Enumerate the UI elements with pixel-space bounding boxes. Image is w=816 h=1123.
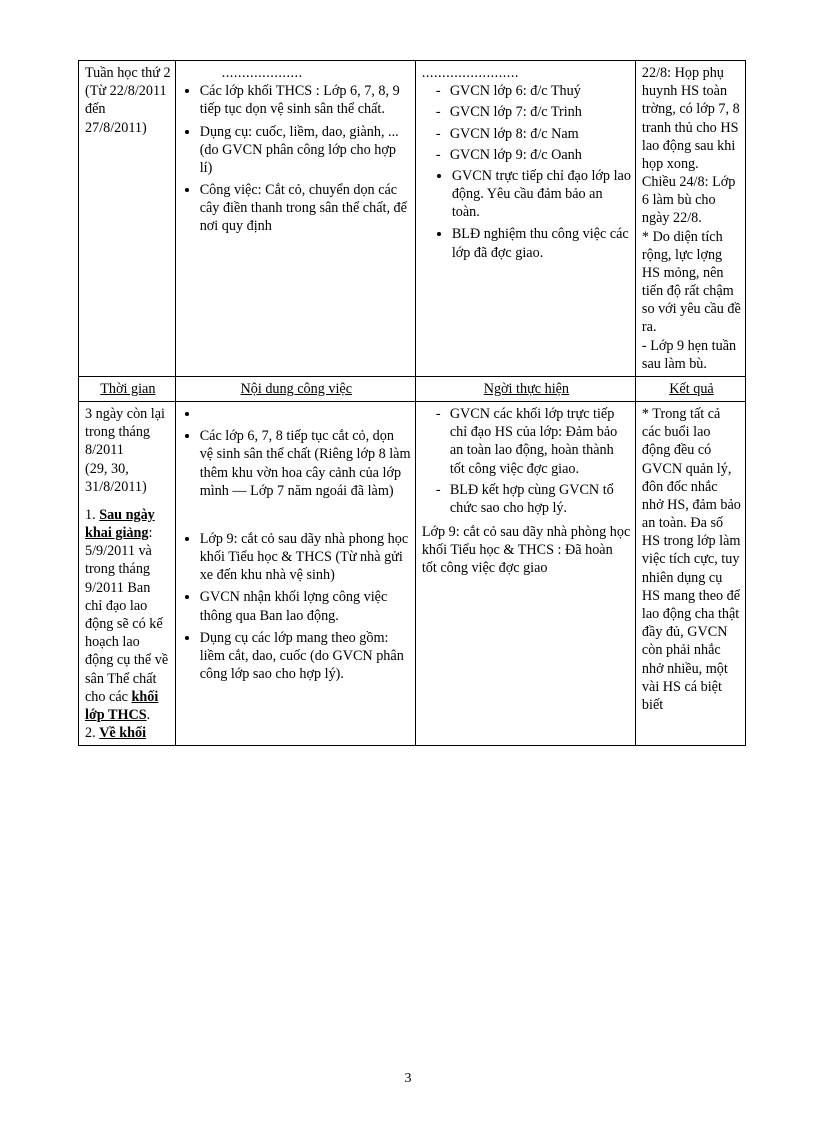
paragraph: Lớp 9: cắt cỏ sau dãy nhà phòng học khối… xyxy=(422,523,631,578)
cell-result: * Trong tất cả các buổi lao động đều có … xyxy=(635,402,745,746)
table-row: 3 ngày còn lại trong tháng 8/2011 (29, 3… xyxy=(79,402,746,746)
cell-time: Tuần học thứ 2 (Từ 22/8/2011 đến 27/8/20… xyxy=(79,61,176,377)
list-item: Các lớp khối THCS : Lớp 6, 7, 8, 9 tiếp … xyxy=(200,82,411,118)
cell-content: Các lớp 6, 7, 8 tiếp tục cắt cỏ, dọn vệ … xyxy=(175,402,415,746)
time-text: 2. Về khối xyxy=(85,724,171,742)
cell-time: 3 ngày còn lại trong tháng 8/2011 (29, 3… xyxy=(79,402,176,746)
list-item: Các lớp 6, 7, 8 tiếp tục cắt cỏ, dọn vệ … xyxy=(200,427,411,500)
dash-list: GVCN lớp 6: đ/c Thuý GVCN lớp 7: đ/c Tri… xyxy=(422,82,631,164)
result-text: * Trong tất cả các buổi lao động đều có … xyxy=(642,406,741,713)
header-result: Kết quả xyxy=(635,376,745,401)
list-item: GVCN trực tiếp chỉ đạo lớp lao động. Yêu… xyxy=(452,167,631,222)
time-text: Tuần học thứ 2 (Từ 22/8/2011 đến 27/8/20… xyxy=(85,65,171,136)
page-number: 3 xyxy=(0,1071,816,1087)
list-item: GVCN lớp 9: đ/c Oanh xyxy=(450,146,631,164)
list-item: GVCN lớp 6: đ/c Thuý xyxy=(450,82,631,100)
cell-who: ........................ GVCN lớp 6: đ/c… xyxy=(415,61,635,377)
list-item: Dụng cụ: cuốc, liềm, dao, giành, ...(do … xyxy=(200,123,411,178)
list-item xyxy=(200,405,411,423)
header-content: Nội dung công việc xyxy=(175,376,415,401)
list-item: GVCN lớp 7: đ/c Trinh xyxy=(450,103,631,121)
list-item: GVCN nhận khối lợng công việc thông qua … xyxy=(200,588,411,624)
header-time: Thời gian xyxy=(79,376,176,401)
cell-result: 22/8: Họp phụ huynh HS toàn trờng, có lớ… xyxy=(635,61,745,377)
list-item: Dụng cụ các lớp mang theo gồm: liềm cắt,… xyxy=(200,629,411,684)
time-text: 5/9/2011 và trong tháng 9/2011 Ban chỉ đ… xyxy=(85,542,171,724)
dash-list: GVCN các khối lớp trực tiếp chỉ đạo HS c… xyxy=(422,405,631,517)
time-text: 1. Sau ngày khai giảng: xyxy=(85,506,171,542)
result-text: 22/8: Họp phụ huynh HS toàn trờng, có lớ… xyxy=(642,65,741,372)
cell-who: GVCN các khối lớp trực tiếp chỉ đạo HS c… xyxy=(415,402,635,746)
list-item: Lớp 9: cắt cỏ sau dãy nhà phong học khối… xyxy=(200,530,411,585)
content-list: Các lớp khối THCS : Lớp 6, 7, 8, 9 tiếp … xyxy=(182,82,411,235)
dotted-line: ........................ xyxy=(422,64,631,82)
table-row: Tuần học thứ 2 (Từ 22/8/2011 đến 27/8/20… xyxy=(79,61,746,377)
list-item: BLĐ kết hợp cùng GVCN tổ chức sao cho hợ… xyxy=(450,481,631,517)
content-list: GVCN trực tiếp chỉ đạo lớp lao động. Yêu… xyxy=(422,167,631,262)
header-row: Thời gian Nội dung công việc Ngời thực h… xyxy=(79,376,746,401)
list-item: BLĐ nghiệm thu công việc các lớp đã đợc … xyxy=(452,225,631,261)
header-who: Ngời thực hiện xyxy=(415,376,635,401)
schedule-table: Tuần học thứ 2 (Từ 22/8/2011 đến 27/8/20… xyxy=(78,60,746,746)
dotted-line: .................... xyxy=(182,64,411,82)
list-item: GVCN các khối lớp trực tiếp chỉ đạo HS c… xyxy=(450,405,631,478)
list-item: GVCN lớp 8: đ/c Nam xyxy=(450,125,631,143)
list-item: Công việc: Cắt cỏ, chuyển dọn các cây đi… xyxy=(200,181,411,236)
content-list: Các lớp 6, 7, 8 tiếp tục cắt cỏ, dọn vệ … xyxy=(182,405,411,683)
time-text: 3 ngày còn lại trong tháng 8/2011 (29, 3… xyxy=(85,405,171,496)
cell-content: .................... Các lớp khối THCS :… xyxy=(175,61,415,377)
